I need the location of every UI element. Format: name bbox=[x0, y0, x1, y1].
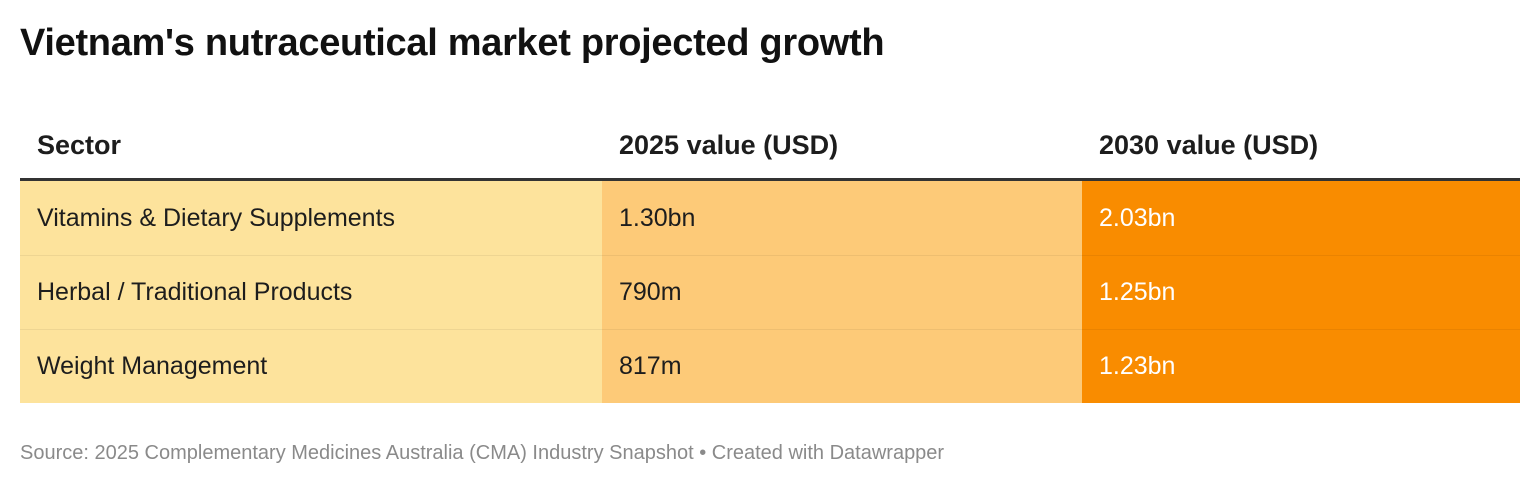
value-2030-cell: 1.25bn bbox=[1082, 255, 1520, 329]
table-header: Sector 2025 value (USD) 2030 value (USD) bbox=[20, 112, 1520, 181]
value-2025-cell: 790m bbox=[602, 255, 1082, 329]
value-2030-cell: 2.03bn bbox=[1082, 181, 1520, 255]
column-header-sector[interactable]: Sector bbox=[37, 129, 122, 160]
value-2025-cell: 817m bbox=[602, 329, 1082, 403]
sector-cell: Weight Management bbox=[20, 329, 602, 403]
column-header-2025[interactable]: 2025 value (USD) bbox=[619, 129, 839, 160]
chart-title: Vietnam's nutraceutical market projected… bbox=[20, 22, 885, 64]
sector-cell: Herbal / Traditional Products bbox=[20, 255, 602, 329]
sector-cell: Vitamins & Dietary Supplements bbox=[20, 181, 602, 255]
table-row: Vitamins & Dietary Supplements 1.30bn 2.03… bbox=[20, 181, 1520, 255]
column-header-2030[interactable]: 2030 value (USD) bbox=[1099, 129, 1319, 160]
data-table: Sector 2025 value (USD) 2030 value (USD)… bbox=[20, 112, 1520, 403]
value-2030-cell: 1.23bn bbox=[1082, 329, 1520, 403]
source-note: Source: 2025 Complementary Medicines Aus… bbox=[20, 442, 945, 464]
value-2025-cell: 1.30bn bbox=[602, 181, 1082, 255]
table-row: Weight Management 817m 1.23bn bbox=[20, 329, 1520, 403]
table-row: Herbal / Traditional Products 790m 1.25bn bbox=[20, 255, 1520, 329]
